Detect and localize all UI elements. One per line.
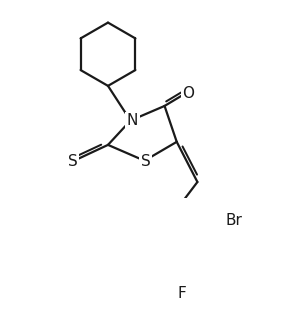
Text: S: S bbox=[141, 154, 151, 169]
Text: S: S bbox=[68, 154, 78, 169]
Text: N: N bbox=[127, 113, 138, 128]
Text: Br: Br bbox=[226, 214, 243, 228]
Text: F: F bbox=[178, 286, 187, 301]
Text: O: O bbox=[182, 86, 194, 101]
